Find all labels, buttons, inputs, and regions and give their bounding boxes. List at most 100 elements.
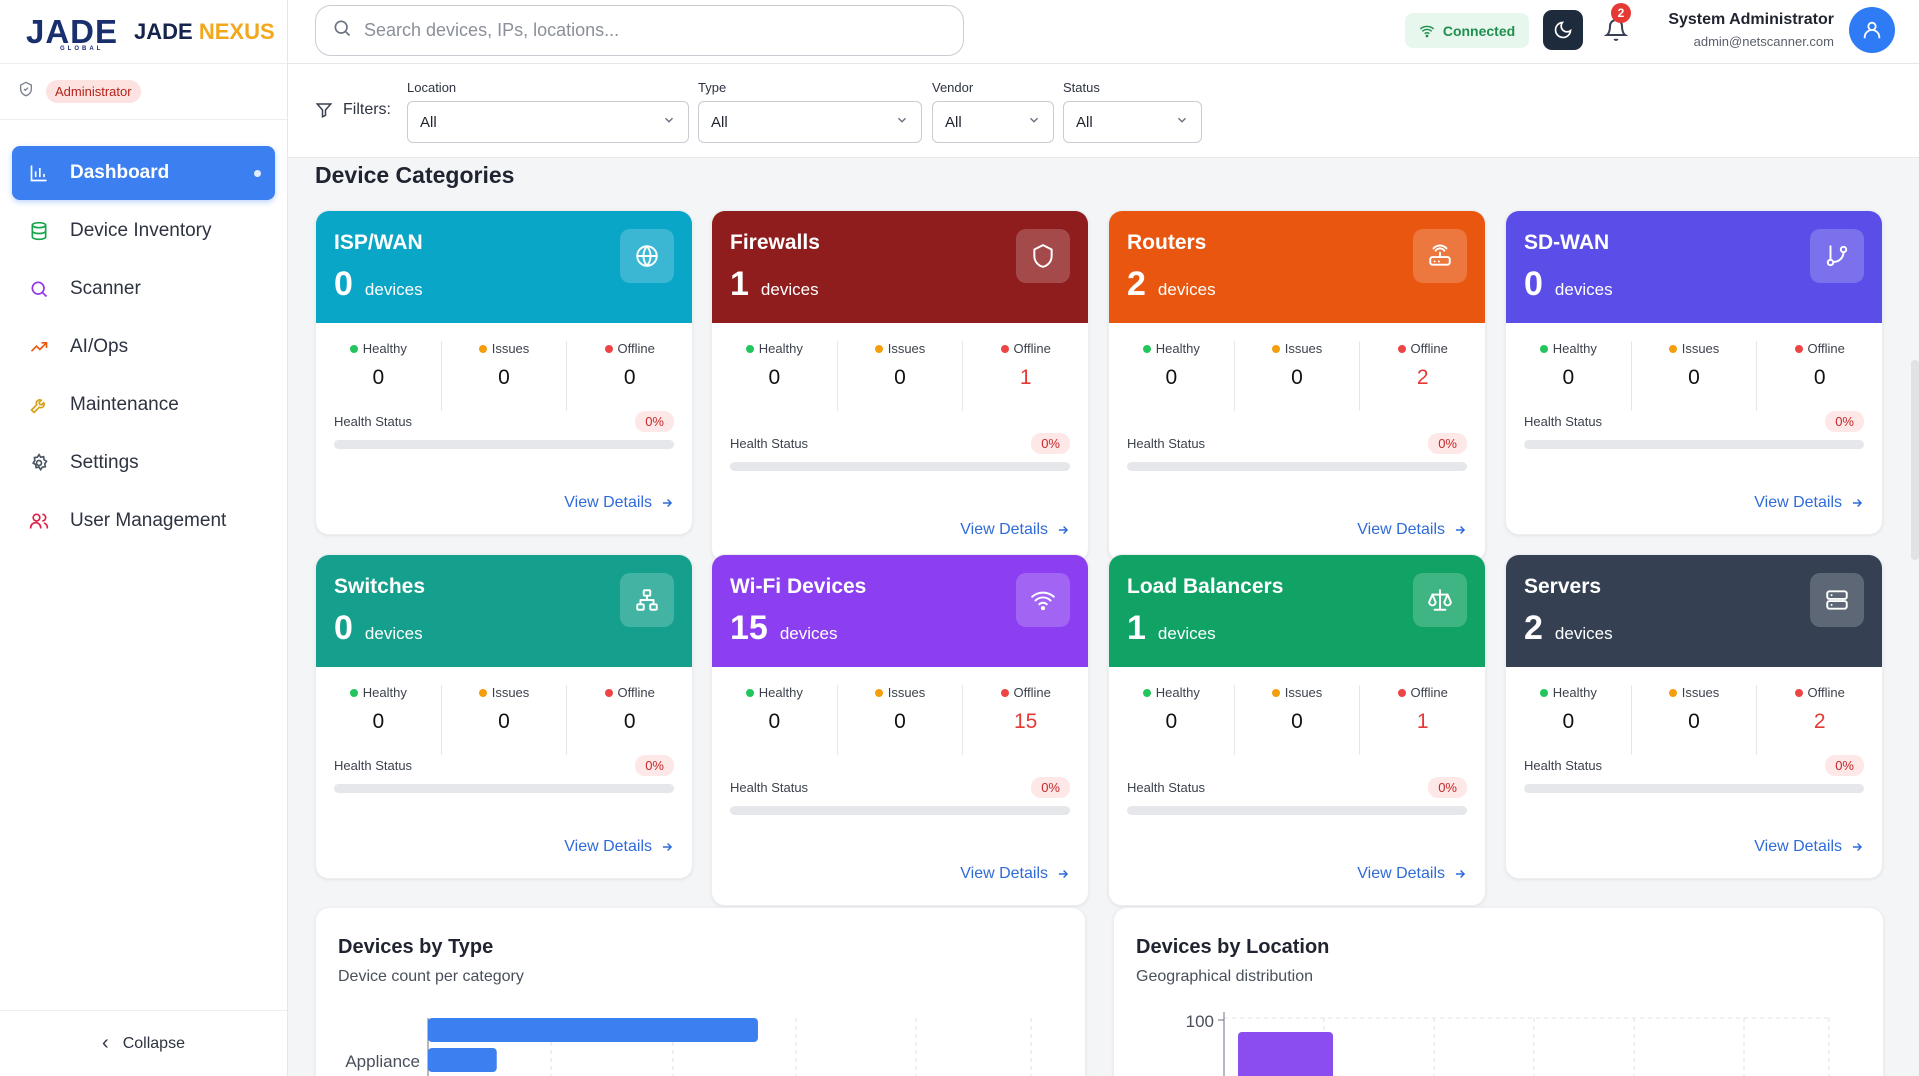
vendor-select[interactable]: All [932,101,1054,143]
healthy-value: 0 [1562,710,1575,733]
view-details-label: View Details [1357,865,1445,882]
status-stats: Healthy 0 Issues 0 Offline 2 [1506,667,1882,755]
nav-item-scanner[interactable]: Scanner [12,262,275,316]
view-details-label: View Details [1754,494,1842,511]
search-input[interactable] [364,20,924,41]
router-icon [1413,229,1467,283]
device-count: 0 devices [334,609,674,648]
device-count: 2 devices [1524,609,1864,648]
location-select-value: All [420,113,437,131]
device-count: 2 devices [1127,265,1467,304]
healthy-stat: Healthy 0 [316,685,441,755]
type-select[interactable]: All [698,101,922,143]
device-count-unit: devices [760,280,819,299]
chevron-down-icon [895,113,909,131]
health-percent-badge: 0% [1825,755,1864,776]
status-stats: Healthy 0 Issues 0 Offline 0 [316,323,692,411]
category-card-routers[interactable]: Routers 2 devices Healthy 0 Issues 0 Off… [1108,210,1486,562]
card-title: Routers [1127,231,1207,254]
device-count-value: 2 [1524,609,1543,647]
health-status: Health Status 0% [1109,755,1485,815]
bar-location [1238,1032,1333,1076]
view-details-link[interactable]: View Details [1754,838,1864,856]
vendor-filter: Vendor All [932,80,1054,143]
offline-stat: Offline 1 [962,341,1088,411]
view-details-link[interactable]: View Details [960,865,1070,883]
search-box[interactable] [315,5,964,56]
healthy-label: Healthy [758,341,803,356]
nav-item-user-management[interactable]: User Management [12,494,275,548]
offline-stat: Offline 15 [962,685,1088,755]
theme-toggle-button[interactable] [1543,10,1583,50]
category-card-wi-fi-devices[interactable]: Wi-Fi Devices 15 devices Healthy 0 Issue… [711,554,1089,906]
health-status-label: Health Status [1127,780,1206,795]
chart-subtitle: Device count per category [338,968,524,985]
type-filter-label: Type [698,80,727,95]
offline-dot [1000,688,1009,697]
location-select[interactable]: All [407,101,689,143]
view-details-link[interactable]: View Details [1754,494,1864,512]
device-count-unit: devices [1157,624,1216,643]
view-details-link[interactable]: View Details [1357,865,1467,883]
card-title: SD-WAN [1524,231,1610,254]
issues-value: 0 [1688,366,1700,389]
offline-dot [1794,688,1803,697]
offline-dot [604,344,613,353]
arrow-right-icon [1455,869,1466,879]
brand-logo[interactable]: JADE GLOBAL JADE NEXUS [0,0,287,64]
category-card-sd-wan[interactable]: SD-WAN 0 devices Healthy 0 Issues 0 Offl… [1505,210,1883,535]
card-header: Routers 2 devices [1109,211,1485,323]
globe-icon [620,229,674,283]
view-details-link[interactable]: View Details [564,838,674,856]
issues-value: 0 [498,710,510,733]
health-status-label: Health Status [1127,436,1206,451]
device-count-unit: devices [364,624,423,643]
page-scrollbar[interactable] [1911,360,1919,560]
view-details-link[interactable]: View Details [564,494,674,512]
category-card-load-balancers[interactable]: Load Balancers 1 devices Healthy 0 Issue… [1108,554,1486,906]
healthy-value: 0 [1165,710,1178,733]
chart-title: Devices by Location [1136,936,1330,958]
category-card-firewalls[interactable]: Firewalls 1 devices Healthy 0 Issues 0 O… [711,210,1089,562]
category-card-servers[interactable]: Servers 2 devices Healthy 0 Issues 0 Off… [1505,554,1883,879]
card-header: Servers 2 devices [1506,555,1882,667]
offline-label: Offline [617,341,655,356]
main-nav: Dashboard Device Inventory Scanner AI/Op… [0,120,287,548]
issues-label: Issues [491,341,530,356]
type-select-value: All [711,113,728,131]
nav-label: Settings [70,452,139,473]
logo-text: JADE [26,13,119,50]
healthy-label: Healthy [362,341,407,356]
status-select[interactable]: All [1063,101,1202,143]
device-count-value: 1 [730,265,749,303]
healthy-stat: Healthy 0 [1506,685,1631,755]
nav-item-dashboard[interactable]: Dashboard [12,146,275,200]
offline-label: Offline [1013,341,1051,356]
healthy-label: Healthy [1552,341,1597,356]
issues-stat: Issues 0 [1233,685,1360,755]
filter-bar: Filters: Location All Type All Vendor Al… [288,64,1919,158]
nav-item-ai-ops[interactable]: AI/Ops [12,320,275,374]
view-details-label: View Details [564,494,652,511]
health-status: Health Status 0% [1506,411,1882,449]
device-count-unit: devices [1157,280,1216,299]
healthy-label: Healthy [362,685,407,700]
nav-item-device-inventory[interactable]: Device Inventory [12,204,275,258]
issues-label: Issues [1284,685,1323,700]
tick-label: 100 [1186,1012,1214,1031]
issues-value: 0 [894,710,906,733]
view-details-link[interactable]: View Details [1357,521,1467,539]
nav-item-maintenance[interactable]: Maintenance [12,378,275,432]
category-card-switches[interactable]: Switches 0 devices Healthy 0 Issues 0 Of… [315,554,693,879]
user-avatar[interactable] [1849,7,1895,53]
view-details-link[interactable]: View Details [960,521,1070,539]
healthy-label: Healthy [758,685,803,700]
logo-sub: GLOBAL [60,46,104,52]
sidebar: JADE GLOBAL JADE NEXUS Administrator Das… [0,0,288,1076]
category-card-isp-wan[interactable]: ISP/WAN 0 devices Healthy 0 Issues 0 Off… [315,210,693,535]
chevron-left-icon: ‹ [102,1032,109,1054]
collapse-button[interactable]: ‹ Collapse [0,1010,287,1076]
nav-item-settings[interactable]: Settings [12,436,275,490]
arrow-right-icon [1455,525,1466,535]
nav-label: AI/Ops [70,336,129,357]
